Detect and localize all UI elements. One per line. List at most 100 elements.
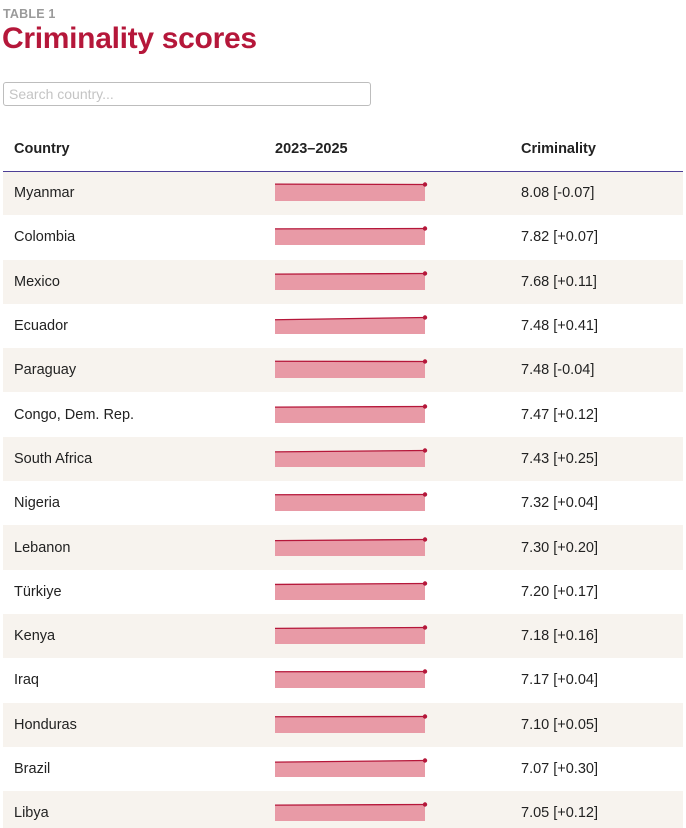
table-row: Libya 7.05 [+0.12] <box>3 791 683 828</box>
country-cell: Türkiye <box>14 583 62 600</box>
page-title: Criminality scores <box>2 22 257 55</box>
table-row: Myanmar 8.08 [-0.07] <box>3 171 683 216</box>
table-row: South Africa 7.43 [+0.25] <box>3 436 683 482</box>
trend-endpoint <box>422 536 428 542</box>
trend-cell <box>265 525 510 569</box>
trend-line <box>275 626 426 630</box>
trend-sparkline <box>275 802 428 822</box>
trend-endpoint <box>422 669 428 675</box>
criminality-cell: 7.30 [+0.20] <box>521 539 598 556</box>
trend-cell <box>265 747 510 791</box>
trend-cell <box>265 348 510 392</box>
trend-line <box>275 272 426 275</box>
trend-endpoint <box>422 403 428 409</box>
country-cell: Kenya <box>14 628 56 645</box>
trend-area <box>275 184 425 202</box>
trend-cell <box>265 614 510 658</box>
criminality-cell: 7.18 [+0.16] <box>521 628 598 645</box>
trend-cell <box>265 171 510 215</box>
trend-sparkline <box>275 625 428 645</box>
trend-sparkline <box>275 758 428 777</box>
trend-endpoint <box>422 625 428 630</box>
trend-cell <box>265 304 510 348</box>
country-cell: Brazil <box>14 761 51 777</box>
table-header-row: Country 2023–2025 Criminality <box>3 127 683 172</box>
trend-line <box>275 449 426 453</box>
trend-endpoint <box>422 359 428 365</box>
trend-endpoint <box>422 714 428 719</box>
trend-sparkline <box>275 182 428 202</box>
country-cell: Colombia <box>14 229 76 246</box>
trend-cell <box>265 481 510 525</box>
trend-line <box>275 804 426 807</box>
criminality-cell: 7.82 [+0.07] <box>521 229 598 246</box>
trend-area <box>275 539 425 556</box>
country-cell: Congo, Dem. Rep. <box>14 406 135 423</box>
column-header-country[interactable]: Country <box>3 127 265 172</box>
criminality-cell: 7.10 [+0.05] <box>521 716 598 733</box>
trend-sparkline <box>275 448 428 467</box>
trend-area <box>275 361 425 379</box>
table-kicker: TABLE 1 <box>3 7 56 21</box>
table-row: Türkiye 7.20 [+0.17] <box>3 569 683 614</box>
trend-line <box>275 405 426 408</box>
trend-cell <box>265 260 510 304</box>
trend-area <box>275 583 425 600</box>
trend-endpoint <box>422 271 428 276</box>
trend-area <box>275 406 425 423</box>
table-row: Ecuador 7.48 [+0.41] <box>3 303 683 349</box>
trend-sparkline <box>275 271 428 290</box>
table-row: Honduras 7.10 [+0.05] <box>3 702 683 747</box>
country-cell: Paraguay <box>14 362 77 379</box>
criminality-cell: 7.07 [+0.30] <box>521 761 598 777</box>
trend-sparkline <box>275 403 428 423</box>
country-cell: Iraq <box>14 672 39 689</box>
trend-cell <box>265 215 510 259</box>
trend-cell <box>265 791 510 828</box>
search-input[interactable] <box>3 82 371 106</box>
trend-endpoint <box>422 802 428 807</box>
trend-area <box>275 671 425 689</box>
trend-sparkline <box>275 226 428 246</box>
trend-area <box>275 716 425 733</box>
column-header-criminality[interactable]: Criminality <box>510 127 683 172</box>
trend-cell <box>265 658 510 702</box>
table-body: Myanmar 8.08 [-0.07] Colombia 7.82 [+0.07] M… <box>3 171 683 828</box>
table-row: Kenya 7.18 [+0.16] <box>3 613 683 659</box>
table-row: Mexico 7.68 [+0.11] <box>3 259 683 304</box>
criminality-cell: 7.47 [+0.12] <box>521 406 598 423</box>
table-row: Colombia 7.82 [+0.07] <box>3 215 683 260</box>
trend-line <box>275 582 426 585</box>
trend-sparkline <box>275 359 428 379</box>
trend-sparkline <box>275 581 428 600</box>
criminality-cell: 7.48 [-0.04] <box>521 362 595 379</box>
trend-sparkline <box>275 669 428 689</box>
column-header-trend[interactable]: 2023–2025 <box>265 127 510 172</box>
criminality-table: Country 2023–2025 Criminality Myanmar 8.0… <box>3 127 683 828</box>
table-row: Nigeria 7.32 [+0.04] <box>3 481 683 526</box>
table-row: Congo, Dem. Rep. 7.47 [+0.12] <box>3 392 683 437</box>
country-cell: Nigeria <box>14 495 60 512</box>
trend-line <box>275 759 426 763</box>
trend-endpoint <box>422 226 428 232</box>
trend-area <box>275 804 425 822</box>
criminality-cell: 7.68 [+0.11] <box>521 273 597 290</box>
criminality-cell: 8.08 [-0.07] <box>521 185 595 202</box>
country-cell: Honduras <box>14 716 77 733</box>
trend-cell <box>265 437 510 481</box>
trend-area <box>275 627 425 645</box>
country-cell: Ecuador <box>14 318 69 335</box>
country-cell: South Africa <box>14 450 93 467</box>
criminality-cell: 7.43 [+0.25] <box>521 450 598 467</box>
table-row: Iraq 7.17 [+0.04] <box>3 658 683 703</box>
trend-endpoint <box>422 492 428 497</box>
trend-cell <box>265 392 510 436</box>
criminality-cell: 7.48 [+0.41] <box>521 318 598 335</box>
trend-cell <box>265 570 510 614</box>
trend-area <box>275 228 425 246</box>
country-cell: Mexico <box>14 273 60 290</box>
table-row: Brazil 7.07 [+0.30] <box>3 746 683 792</box>
trend-sparkline <box>275 492 428 512</box>
trend-area <box>275 760 425 777</box>
trend-area <box>275 494 425 512</box>
